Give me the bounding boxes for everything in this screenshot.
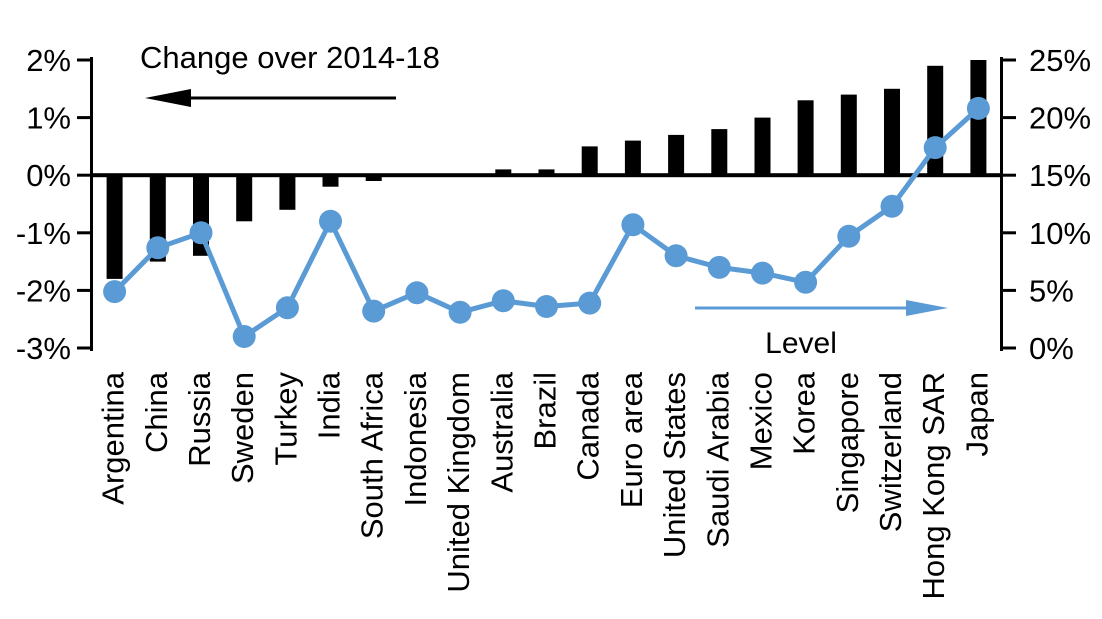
category-label-turkey: Turkey [268, 372, 303, 466]
dot-japan [966, 96, 990, 120]
bar-brazil [538, 169, 555, 176]
dot-argentina [103, 280, 127, 304]
category-label-saudi-arabia: Saudi Arabia [700, 371, 735, 548]
right-arrow-icon [695, 300, 948, 316]
left-axis-spine [90, 57, 93, 351]
right-axis-label-1: 20% [1029, 101, 1091, 136]
dot-russia [189, 221, 213, 245]
bar-saudi-arabia [711, 129, 728, 176]
dot-united-kingdom [448, 300, 472, 324]
category-label-mexico: Mexico [744, 372, 779, 470]
right-axis-label-2: 15% [1029, 158, 1091, 193]
category-label-hong-kong-sar: Hong Kong SAR [916, 372, 951, 599]
left-axis-tick-2 [77, 173, 90, 177]
category-label-south-africa: South Africa [355, 371, 390, 539]
category-label-japan: Japan [959, 372, 994, 456]
right-axis-tick-1 [1003, 116, 1016, 120]
category-label-korea: Korea [787, 371, 822, 454]
dot-canada [578, 291, 602, 315]
bar-argentina [106, 175, 123, 279]
bar-india [322, 175, 339, 187]
left-axis-label-1: 1% [26, 101, 71, 136]
left-arrow-icon [145, 89, 396, 107]
category-label-argentina: Argentina [96, 371, 131, 504]
left-axis-tick-1 [77, 116, 90, 120]
left-axis-tick-5 [77, 346, 90, 350]
left-axis-tick-4 [77, 288, 90, 292]
category-label-russia: Russia [182, 371, 217, 467]
right-axis-label-0: 25% [1029, 43, 1091, 78]
bar-south-africa [365, 175, 382, 181]
category-label-indonesia: Indonesia [398, 371, 433, 506]
left-axis-label-5: -3% [16, 331, 71, 366]
dot-brazil [535, 295, 558, 318]
left-axis-tick-0 [77, 58, 90, 62]
category-labels-group: Argentina China Russia Sweden Turkey India Sou… [96, 371, 995, 599]
right-axis-label-4: 5% [1029, 273, 1074, 308]
right-axis-label-5: 0% [1029, 331, 1074, 366]
bar-united-states [668, 134, 685, 176]
category-label-brazil: Brazil [528, 372, 563, 450]
line-series-group [103, 96, 990, 348]
dot-china [146, 236, 170, 260]
left-axis-tick-3 [77, 231, 90, 235]
category-label-singapore: Singapore [830, 372, 865, 513]
left-axis-label-4: -2% [16, 273, 71, 308]
bar-sweden [236, 175, 253, 222]
bar-singapore [840, 94, 857, 176]
category-label-united-kingdom: United Kingdom [441, 372, 476, 593]
category-label-australia: Australia [484, 371, 519, 492]
dot-united-states [664, 244, 688, 268]
dot-switzerland [880, 194, 904, 218]
dot-sweden [232, 325, 256, 348]
right-axis-label-3: 10% [1029, 216, 1091, 251]
bar-australia [495, 169, 512, 176]
right-axis-spine [1000, 57, 1003, 351]
left-axis-label-0: 2% [26, 43, 71, 78]
right-axis-tick-0 [1003, 58, 1016, 62]
dot-hong-kong-sar [923, 136, 947, 160]
category-label-sweden: Sweden [225, 372, 260, 484]
dot-mexico [751, 261, 774, 285]
dot-indonesia [405, 281, 429, 305]
bar-mexico [754, 117, 771, 176]
category-label-canada: Canada [571, 371, 606, 480]
dot-australia [491, 289, 515, 313]
bar-canada [581, 146, 598, 176]
category-label-china: China [139, 371, 174, 453]
bar-turkey [279, 175, 296, 210]
dot-south-africa [362, 299, 386, 323]
category-label-india: India [312, 371, 347, 439]
category-label-united-states: United States [657, 372, 692, 558]
bar-korea [797, 100, 814, 176]
dot-india [319, 209, 342, 233]
dot-singapore [837, 224, 861, 248]
bar-euro-area [624, 140, 641, 176]
bar-switzerland [884, 88, 900, 176]
zero-line [93, 173, 1000, 178]
dot-turkey [275, 296, 299, 320]
dot-korea [794, 270, 818, 294]
dot-euro-area [621, 213, 645, 237]
left-axis-label-3: -1% [16, 216, 71, 251]
category-label-euro-area: Euro area [614, 371, 649, 508]
left-axis-label-2: 0% [26, 158, 71, 193]
right-axis-tick-3 [1003, 231, 1016, 235]
bar-series-annotation-label: Change over 2014-18 [140, 40, 440, 75]
axes-group: 2% 1% 0% -1% -2% -3% 25% 20% 15% 10% 5% 0% [16, 43, 1091, 366]
line-series-annotation-label: Level [765, 327, 837, 360]
right-axis-tick-5 [1003, 346, 1016, 350]
dot-saudi-arabia [707, 255, 731, 279]
category-label-switzerland: Switzerland [873, 372, 908, 532]
right-axis-tick-4 [1003, 288, 1016, 292]
right-axis-tick-2 [1003, 173, 1016, 177]
